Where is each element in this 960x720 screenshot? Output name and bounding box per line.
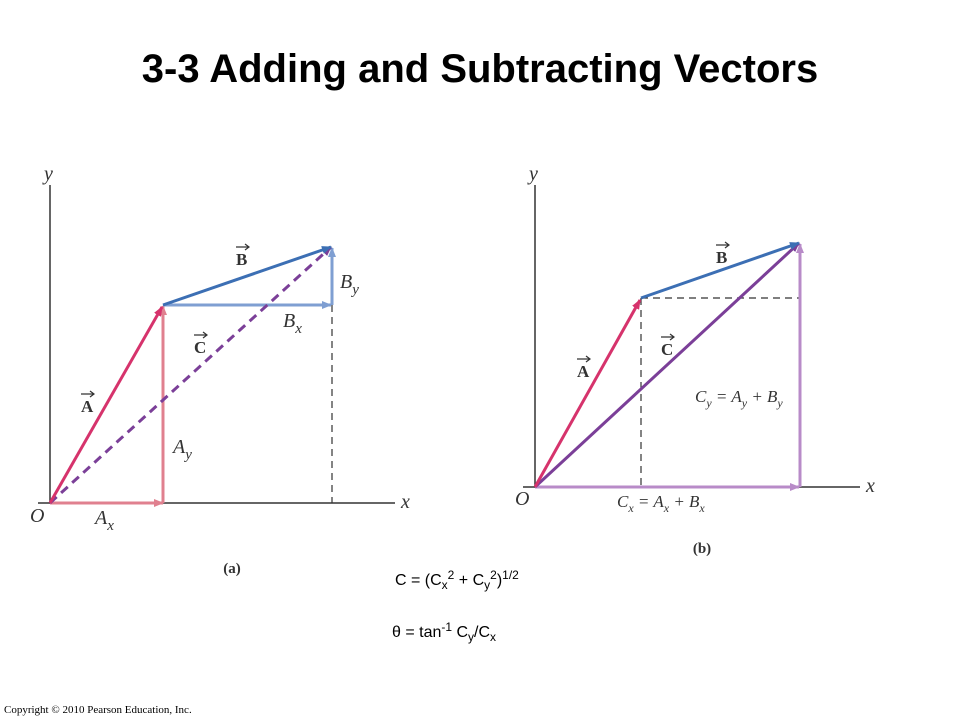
panel-b: y x O B C A Cy = Ay + By Cx = Ax + Bx (b… xyxy=(515,163,875,557)
formula-superscript: -1 xyxy=(441,620,452,634)
label-part: A xyxy=(93,507,108,529)
vector-a-label: A xyxy=(577,362,590,381)
label-subscript: y xyxy=(741,396,748,410)
origin-label: O xyxy=(515,488,529,510)
label-part: B xyxy=(340,271,352,293)
label-part: A xyxy=(171,436,186,458)
ay-label: Ay xyxy=(171,436,192,463)
label-part: = A xyxy=(712,387,743,406)
vector-b xyxy=(640,241,800,300)
copyright: Copyright © 2010 Pearson Education, Inc. xyxy=(4,704,192,716)
vector-c-label: C xyxy=(194,338,206,357)
vector-c-label: C xyxy=(661,340,673,359)
x-axis-label: x xyxy=(400,491,410,513)
magnitude-formula: C = (Cx2 + Cy2)1/2 xyxy=(395,568,519,592)
formula-part: θ = tan xyxy=(392,624,441,641)
vector-arrow-icon xyxy=(577,355,591,363)
vector-arrow-icon xyxy=(81,390,95,398)
vector-arrow-icon xyxy=(236,243,250,251)
vector-c xyxy=(48,245,333,505)
vector-c xyxy=(533,241,801,489)
label-subscript: y xyxy=(183,447,192,463)
vector-b xyxy=(162,245,332,307)
ax-label: Ax xyxy=(93,507,114,534)
formula-part: C = (C xyxy=(395,572,442,589)
bx-label: Bx xyxy=(283,310,302,337)
formula-part: C xyxy=(452,624,468,641)
formula-part: ) xyxy=(497,572,502,589)
panel-caption: (a) xyxy=(223,561,241,577)
vector-b-label: B xyxy=(236,250,247,269)
by-label: By xyxy=(340,271,359,298)
label-subscript: y xyxy=(350,282,359,298)
label-subscript: x xyxy=(294,321,302,337)
panel-a: y x O B C A By Bx Ay Ax (a) xyxy=(30,163,410,577)
formula-superscript: 2 xyxy=(448,568,455,582)
formula-part: /C xyxy=(474,624,490,641)
vector-a xyxy=(48,306,164,504)
formula-subscript: y xyxy=(468,630,474,644)
formula-superscript: 1/2 xyxy=(502,568,519,582)
slide-title: 3-3 Adding and Subtracting Vectors xyxy=(142,47,818,91)
label-subscript: x xyxy=(627,501,634,515)
vector-a-label: A xyxy=(81,397,94,416)
formula-subscript: x xyxy=(490,630,496,644)
origin-label: O xyxy=(30,505,44,527)
label-part: + B xyxy=(747,387,778,406)
vector-arrow-icon xyxy=(661,333,675,341)
formula-subscript: x xyxy=(442,578,448,592)
cy-label: Cy = Ay + By xyxy=(695,387,783,410)
label-subscript: y xyxy=(705,396,712,410)
label-part: C xyxy=(617,492,629,511)
label-subscript: y xyxy=(776,396,783,410)
label-part: = A xyxy=(634,492,665,511)
panel-caption: (b) xyxy=(693,541,711,557)
label-part: + B xyxy=(669,492,700,511)
y-axis-label: y xyxy=(527,163,538,185)
label-subscript: x xyxy=(106,518,114,534)
x-axis-label: x xyxy=(865,475,875,497)
label-part: B xyxy=(283,310,295,332)
label-part: C xyxy=(695,387,707,406)
cx-label: Cx = Ax + Bx xyxy=(617,492,705,515)
label-subscript: x xyxy=(698,501,705,515)
angle-formula: θ = tan-1 Cy/Cx xyxy=(392,620,496,644)
vector-b-label: B xyxy=(716,248,727,267)
y-axis-label: y xyxy=(42,163,53,185)
label-subscript: x xyxy=(663,501,670,515)
formula-superscript: 2 xyxy=(490,568,497,582)
vector-a xyxy=(533,299,642,488)
vector-arrow-icon xyxy=(194,331,208,339)
vector-arrow-icon xyxy=(716,241,730,249)
formula-part: + C xyxy=(454,572,484,589)
formula-subscript: y xyxy=(484,578,490,592)
